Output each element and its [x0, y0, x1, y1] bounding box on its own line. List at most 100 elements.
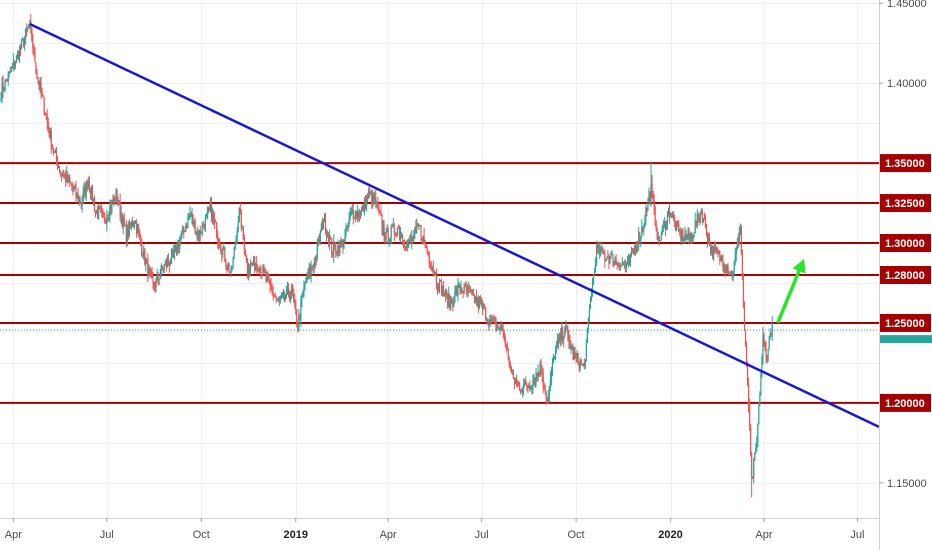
candle-body [45, 115, 47, 117]
candle-body [96, 210, 99, 219]
candle-body [643, 225, 645, 232]
candle-body [387, 230, 389, 243]
candle-body [24, 37, 26, 46]
candle-body [758, 404, 760, 425]
candle-body [205, 214, 208, 218]
candle-body [722, 259, 724, 268]
candle-body [402, 240, 405, 245]
candle-body [64, 174, 66, 176]
candle-body [257, 265, 259, 270]
trendline[interactable] [29, 22, 880, 428]
candle-body [578, 363, 580, 369]
candle-body [280, 295, 282, 299]
candle-body [346, 225, 348, 229]
candle-body [463, 284, 465, 294]
candle-body [41, 92, 43, 95]
candle-body [220, 246, 222, 251]
candle-body [54, 149, 57, 151]
candle-body [193, 221, 195, 225]
candle-body [693, 232, 695, 236]
candle-body [157, 273, 159, 279]
candle-body [767, 349, 769, 360]
candle-body [554, 347, 557, 358]
candle-body [707, 237, 710, 242]
candle-body [359, 212, 362, 218]
candle-body [601, 247, 603, 250]
candle-body [440, 281, 443, 296]
candle-body [267, 275, 269, 277]
candle-body [214, 219, 216, 222]
candle-body [293, 293, 295, 300]
x-tick-label: Apr [380, 529, 397, 541]
forecast-arrow[interactable] [776, 259, 806, 324]
arrow-shaft[interactable] [776, 269, 801, 324]
candle-body [535, 373, 537, 384]
candle-body [559, 333, 561, 341]
candle-body [432, 267, 434, 271]
candle-body [173, 248, 176, 254]
candle-body [424, 240, 426, 247]
candle-body [294, 299, 296, 303]
candle-body [614, 258, 616, 263]
candle-body [374, 197, 376, 201]
candle-body [679, 230, 681, 232]
candle-body [587, 318, 589, 329]
price-axis[interactable]: 1.45000 1.40000 1.15000 [879, 0, 927, 490]
candle-body [636, 246, 638, 253]
candle-body [456, 290, 458, 297]
candle-body [452, 301, 454, 306]
candle-body [226, 264, 228, 267]
arrow-head[interactable] [792, 259, 806, 274]
candle-body [32, 39, 34, 48]
candle-body [412, 236, 414, 240]
candle-body [684, 233, 686, 239]
candle-body [584, 360, 586, 366]
candle-body [278, 300, 280, 302]
candle-body [74, 186, 76, 188]
candle-body [80, 203, 82, 206]
candle-body [428, 254, 430, 263]
candle-body [616, 262, 618, 265]
candle-body [499, 328, 501, 330]
candle-body [470, 289, 472, 292]
candle-body [302, 293, 304, 298]
y-tick-label: 1.40000 [887, 78, 927, 90]
candle-body [713, 246, 715, 259]
candle-body [429, 262, 431, 267]
candle-body [36, 71, 38, 79]
candle-body [174, 245, 177, 249]
candle-body [625, 264, 627, 267]
candle-body [763, 335, 765, 342]
level-label-box [880, 154, 931, 173]
candle-body [737, 241, 739, 243]
candle-body [333, 243, 335, 256]
candle-body [712, 246, 714, 259]
candle-body [62, 173, 64, 177]
candle-body [745, 345, 748, 364]
candle-body [738, 235, 740, 243]
candle-body [207, 209, 210, 212]
candle-body [255, 264, 257, 270]
candle-body [340, 240, 342, 244]
candle-body [27, 27, 29, 30]
candle-body [384, 236, 386, 241]
candle-body [486, 319, 488, 321]
current-price-marker [880, 335, 932, 344]
candle-body [243, 238, 245, 250]
candle-body [630, 249, 633, 255]
candle-body [408, 240, 410, 247]
candle-body [719, 251, 721, 261]
candle-body [608, 257, 610, 264]
candle-body [678, 223, 680, 231]
trendline-line[interactable] [29, 22, 880, 428]
time-axis[interactable]: Apr Jul Oct 2019 Apr Jul Oct 2020 Apr Jul [5, 518, 865, 541]
candle-body [739, 226, 741, 236]
level-labels: 1.35000 1.32500 1.30000 1.28000 1.25000 1.200… [880, 154, 932, 412]
candle-body [426, 247, 428, 253]
horizontal-levels[interactable] [0, 162, 879, 404]
candle-body [351, 209, 353, 212]
candle-body [444, 295, 446, 297]
candle-body [753, 460, 755, 479]
candle-body [556, 338, 559, 344]
